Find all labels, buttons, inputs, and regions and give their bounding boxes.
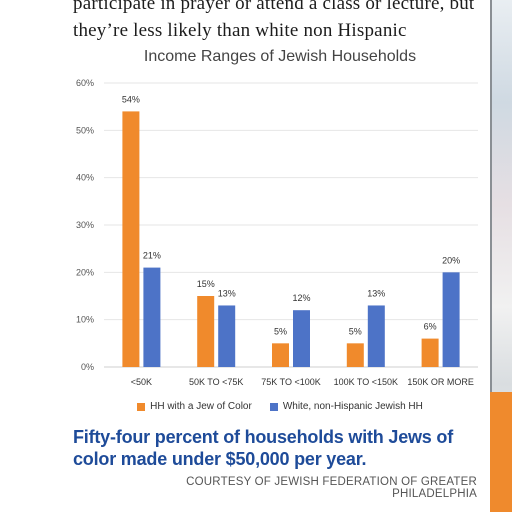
chart-title: Income Ranges of Jewish Households: [143, 48, 417, 65]
data-label: 13%: [367, 288, 385, 298]
bar-white-non-hispanic: [442, 272, 460, 367]
article-body-text: participate in prayer or attend a class …: [73, 0, 475, 41]
data-label: 13%: [218, 288, 236, 298]
y-tick-label: 10%: [76, 315, 94, 325]
bar-white-non-hispanic: [143, 267, 161, 367]
bar-jew-of-color: [421, 338, 439, 367]
y-tick-label: 50%: [76, 125, 94, 135]
data-label: 6%: [424, 322, 437, 332]
y-tick-label: 30%: [76, 220, 94, 230]
y-tick-label: 40%: [76, 173, 94, 183]
figure-caption: Fifty-four percent of households with Je…: [73, 427, 454, 469]
data-label: 54%: [122, 94, 140, 104]
data-label: 21%: [143, 251, 161, 261]
x-category-label: 100K TO <150K: [334, 377, 398, 387]
legend-label-white-non-hispanic: White, non-Hispanic Jewish HH: [282, 401, 423, 412]
x-category-label: 150K OR MORE: [407, 377, 474, 387]
x-category-label: 50K TO <75K: [189, 377, 243, 387]
bar-jew-of-color: [346, 343, 364, 367]
bar-jew-of-color: [272, 343, 289, 367]
legend-label-jew-of-color: HH with a Jew of Color: [150, 401, 252, 412]
data-label: 5%: [274, 326, 287, 336]
bar-white-non-hispanic: [367, 305, 385, 367]
bar-jew-of-color: [122, 111, 140, 368]
data-label: 15%: [197, 279, 215, 289]
data-label: 20%: [442, 255, 460, 265]
data-label: 12%: [292, 293, 310, 303]
legend-item-white-non-hispanic: White, non-Hispanic Jewish HH: [269, 401, 423, 412]
figure-credit: COURTESY OF JEWISH FEDERATION OF GREATER…: [186, 476, 477, 500]
page-edge-line: [490, 0, 492, 512]
bar-white-non-hispanic: [293, 310, 310, 367]
x-category-label: 75K TO <100K: [261, 377, 320, 387]
x-category-label: <50K: [131, 377, 152, 387]
bar-jew-of-color: [197, 296, 215, 367]
chart-legend: HH with a Jew of Color White, non-Hispan…: [73, 401, 487, 412]
legend-swatch-orange: [137, 402, 146, 411]
page-edge-orange-block: [490, 392, 512, 512]
y-tick-label: 60%: [76, 78, 94, 88]
data-label: 5%: [349, 326, 362, 336]
income-bar-chart: 0%10%20%30%40%50%60%54%21%<50K15%13%50K …: [76, 78, 478, 387]
y-tick-label: 0%: [81, 362, 94, 372]
bar-white-non-hispanic: [218, 305, 236, 367]
legend-swatch-blue: [269, 402, 278, 411]
y-tick-label: 20%: [76, 267, 94, 277]
legend-item-jew-of-color: HH with a Jew of Color: [137, 401, 252, 412]
page-edge-strip: [490, 0, 512, 512]
